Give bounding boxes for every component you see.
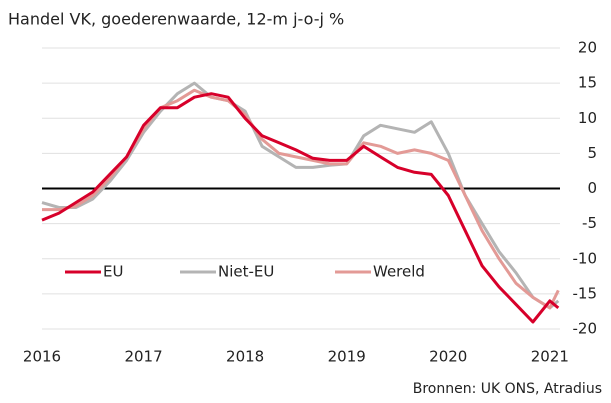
x-tick-label: 2018 [226, 348, 264, 366]
y-tick-label: -20 [573, 320, 598, 338]
y-tick-label: -5 [582, 214, 597, 232]
y-tick-label: 5 [587, 144, 597, 162]
y-tick-label: -15 [573, 284, 598, 302]
y-tick-label: 20 [578, 39, 597, 57]
legend-label: Niet-EU [218, 263, 274, 281]
y-tick-label: -10 [573, 249, 598, 267]
y-tick-label: 15 [578, 74, 597, 92]
source-note: Bronnen: UK ONS, Atradius [413, 381, 602, 397]
x-tick-label: 2016 [23, 348, 61, 366]
legend-label: Wereld [373, 263, 425, 281]
x-tick-label: 2021 [531, 348, 569, 366]
legend-label: EU [103, 263, 123, 281]
x-tick-label: 2020 [429, 348, 467, 366]
x-tick-label: 2017 [124, 348, 162, 366]
x-tick-label: 2019 [328, 348, 366, 366]
series-line [41, 92, 560, 324]
chart-title: Handel VK, goederenwaarde, 12-m j-o-j % [8, 10, 344, 29]
y-tick-label: 10 [578, 109, 597, 127]
series-line [41, 81, 560, 310]
y-tick-label: 0 [587, 179, 597, 197]
